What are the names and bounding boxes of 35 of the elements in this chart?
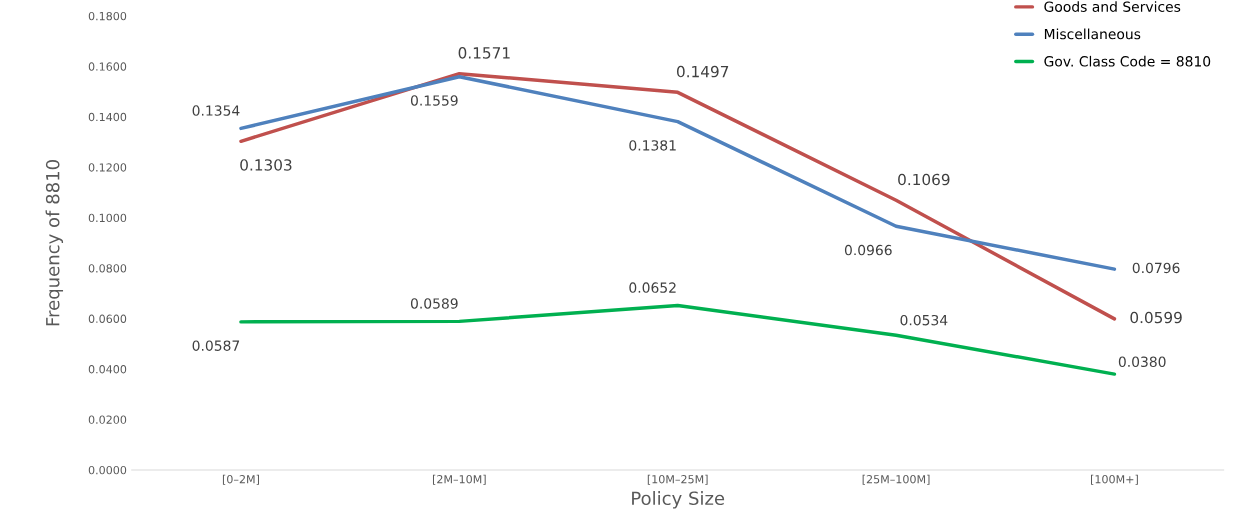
y-tick-label: 0.0600	[88, 314, 127, 323]
y-tick-label: 0.1000	[88, 213, 127, 223]
y-tick-label: 0.1800	[88, 11, 127, 21]
data-label: 0.1559	[410, 95, 458, 106]
y-tick-label: 0.1600	[88, 62, 127, 71]
data-label: 0.0796	[1132, 262, 1180, 274]
data-label: 0.0534	[900, 314, 948, 326]
data-label: 0.0587	[192, 340, 240, 351]
data-label: 0.0380	[1118, 356, 1166, 368]
y-tick-label: 0.1200	[88, 163, 127, 172]
legend-label: Goods and Services	[1044, 1, 1181, 12]
data-label: 0.1571	[458, 47, 510, 59]
x-tick-label: [100M+]	[1091, 474, 1138, 485]
x-tick-label: [10M–25M]	[647, 474, 708, 485]
y-tick-label: 0.0800	[88, 264, 127, 273]
data-label: 0.1381	[629, 140, 676, 151]
data-label: 0.0966	[844, 244, 892, 256]
x-tick-label: [2M–10M]	[432, 474, 486, 485]
y-axis-title: Frequency of 8810	[45, 160, 64, 326]
data-label: 0.1497	[676, 65, 729, 78]
data-label: 0.1354	[192, 105, 240, 116]
y-tick-label: 0.0000	[88, 465, 127, 475]
x-axis-title: Policy Size	[632, 491, 725, 509]
legend-label: Gov. Class Code = 8810	[1044, 55, 1211, 67]
data-label: 0.0599	[1130, 311, 1182, 324]
x-tick-label: [25M–100M]	[862, 474, 930, 485]
y-tick-label: 0.0400	[88, 365, 127, 374]
legend-label: Miscellaneous	[1044, 28, 1141, 40]
x-tick-label: [0–2M]	[222, 474, 259, 485]
data-label: 0.0589	[410, 298, 458, 309]
y-tick-label: 0.1400	[88, 112, 127, 122]
data-label: 0.0652	[629, 282, 676, 293]
data-label: 0.1069	[898, 173, 950, 186]
y-tick-label: 0.0200	[88, 415, 127, 424]
data-label: 0.1303	[240, 159, 292, 171]
